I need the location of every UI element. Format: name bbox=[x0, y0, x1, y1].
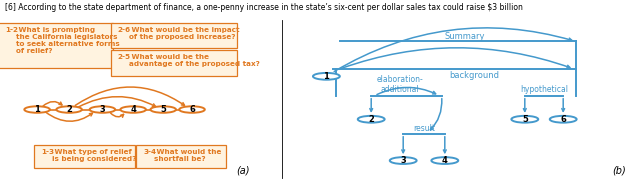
Text: hypothetical: hypothetical bbox=[520, 86, 568, 94]
Circle shape bbox=[550, 116, 577, 123]
Text: [6] According to the state department of finance, a one-penny increase in the st: [6] According to the state department of… bbox=[5, 3, 523, 12]
Text: 2: 2 bbox=[368, 115, 374, 124]
Text: 1: 1 bbox=[34, 105, 40, 114]
FancyBboxPatch shape bbox=[0, 23, 113, 68]
Text: 2-5: 2-5 bbox=[118, 54, 131, 60]
Text: 3-4: 3-4 bbox=[143, 149, 156, 155]
Circle shape bbox=[120, 106, 146, 113]
Text: elaboration-
additional: elaboration- additional bbox=[376, 75, 424, 94]
Text: What would the
shortfall be?: What would the shortfall be? bbox=[154, 149, 222, 162]
Text: (b): (b) bbox=[612, 166, 627, 176]
Text: 2: 2 bbox=[66, 105, 72, 114]
FancyArrowPatch shape bbox=[76, 87, 184, 105]
FancyArrowPatch shape bbox=[342, 48, 570, 68]
Circle shape bbox=[56, 106, 82, 113]
Text: What would be the impact
of the proposed increase?: What would be the impact of the proposed… bbox=[129, 27, 239, 40]
Text: 3: 3 bbox=[401, 156, 406, 165]
FancyArrowPatch shape bbox=[43, 102, 62, 106]
Circle shape bbox=[90, 106, 115, 113]
Text: 3: 3 bbox=[100, 105, 105, 114]
FancyArrowPatch shape bbox=[334, 28, 572, 71]
Text: 1-3: 1-3 bbox=[41, 149, 54, 155]
Text: 4: 4 bbox=[130, 105, 136, 114]
FancyBboxPatch shape bbox=[136, 145, 226, 168]
Text: What would be the
advantage of the proposed tax?: What would be the advantage of the propo… bbox=[129, 54, 260, 68]
Circle shape bbox=[24, 106, 50, 113]
Text: 2-6: 2-6 bbox=[118, 27, 131, 33]
FancyArrowPatch shape bbox=[78, 97, 156, 107]
Text: 5: 5 bbox=[160, 105, 166, 114]
Circle shape bbox=[179, 106, 205, 113]
Circle shape bbox=[313, 73, 340, 80]
Circle shape bbox=[358, 116, 385, 123]
Circle shape bbox=[511, 116, 538, 123]
FancyArrowPatch shape bbox=[431, 98, 442, 130]
Text: 6: 6 bbox=[560, 115, 566, 124]
Text: 6: 6 bbox=[189, 105, 195, 114]
FancyBboxPatch shape bbox=[34, 145, 135, 168]
Text: background: background bbox=[449, 71, 499, 80]
Text: What type of relief
is being considered?: What type of relief is being considered? bbox=[52, 149, 136, 162]
Text: 1-2: 1-2 bbox=[5, 27, 18, 33]
Text: Summary: Summary bbox=[444, 32, 484, 41]
Text: 4: 4 bbox=[442, 156, 448, 165]
Text: What is prompting
the California legislators
to seek alternative forms
of relief: What is prompting the California legisla… bbox=[16, 27, 120, 54]
Circle shape bbox=[390, 157, 417, 164]
FancyBboxPatch shape bbox=[111, 23, 237, 48]
FancyArrowPatch shape bbox=[111, 113, 124, 117]
Text: 5: 5 bbox=[522, 115, 528, 124]
FancyArrowPatch shape bbox=[45, 112, 92, 121]
FancyArrowPatch shape bbox=[377, 87, 436, 95]
FancyBboxPatch shape bbox=[111, 50, 237, 75]
Circle shape bbox=[431, 157, 458, 164]
Text: (a): (a) bbox=[236, 166, 250, 176]
Text: result: result bbox=[413, 123, 435, 132]
Text: 1: 1 bbox=[323, 72, 330, 81]
Circle shape bbox=[150, 106, 176, 113]
